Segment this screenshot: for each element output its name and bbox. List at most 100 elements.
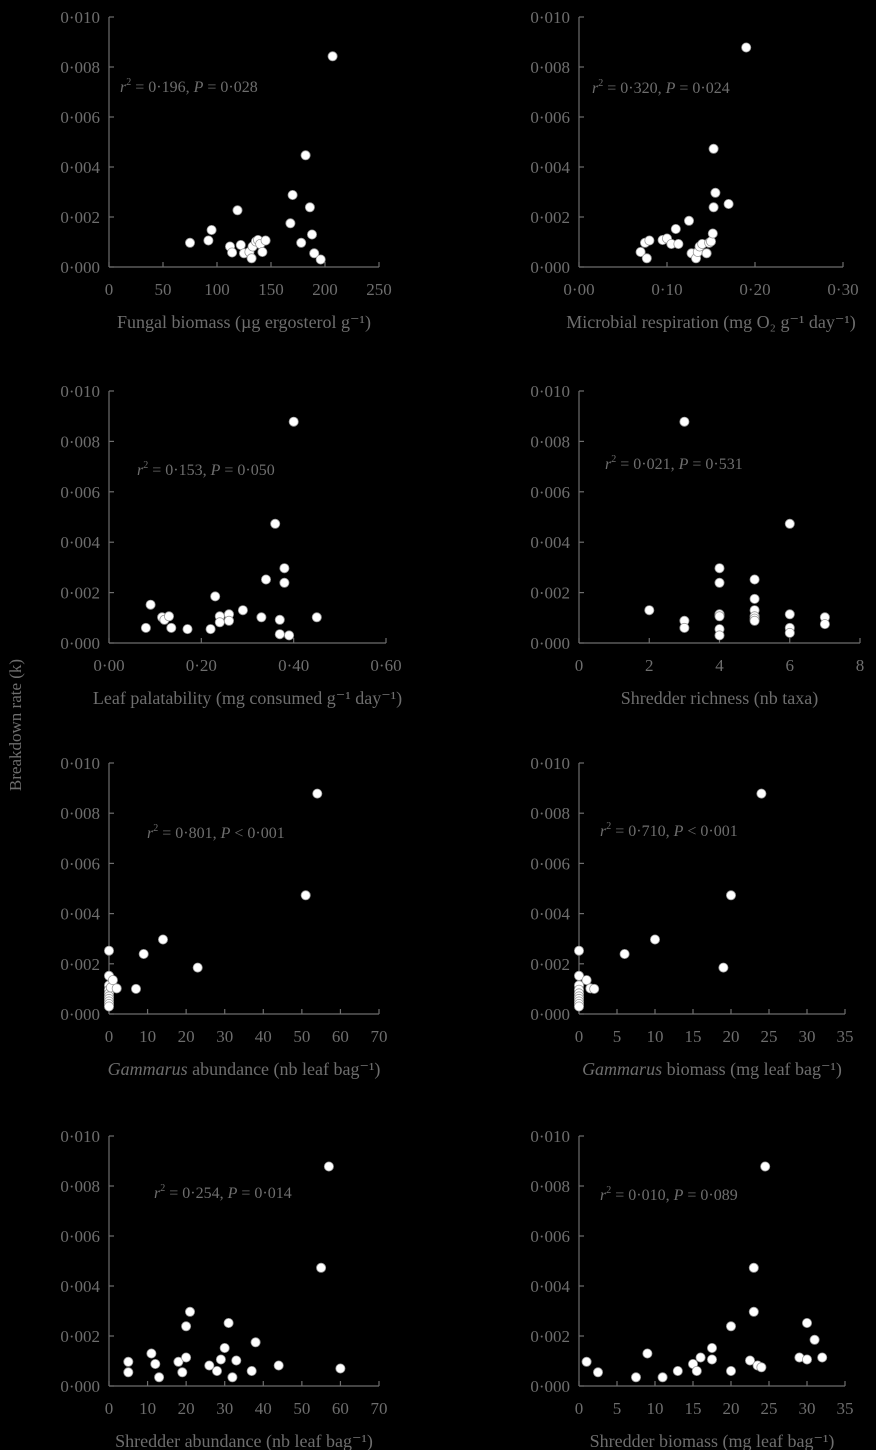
x-tick-label: 20 <box>178 1027 195 1046</box>
data-point <box>211 1366 222 1377</box>
x-tick-label: 4 <box>715 656 724 675</box>
data-point <box>273 1360 284 1371</box>
panel-5: 0·000 0·002 0·004 0·006 0·008 0·010 0 10 20 30 40 5… <box>60 754 387 1080</box>
x-axis-label: Shredder richness (nb taxa) <box>621 688 818 709</box>
x-tick-label: 35 <box>837 1399 854 1418</box>
data-point <box>203 235 214 246</box>
data-point <box>710 187 721 198</box>
x-tick-label: 10 <box>647 1027 664 1046</box>
y-tick-label: 0·010 <box>530 382 570 401</box>
x-tick-label: 35 <box>837 1027 854 1046</box>
data-point <box>691 1366 702 1377</box>
x-tick-label: 200 <box>312 280 338 299</box>
panel-4: 0·000 0·002 0·004 0·006 0·008 0·010 0 2 4 6 8 Shred… <box>530 382 864 709</box>
y-axis-label-text: Breakdown rate (k) <box>6 659 25 791</box>
data-point <box>784 609 795 620</box>
data-point <box>173 1356 184 1367</box>
data-point <box>111 983 122 994</box>
y-tick-label: 0·006 <box>60 483 100 502</box>
y-tick-label: 0·004 <box>530 533 570 552</box>
data-point <box>684 215 695 226</box>
data-point <box>316 1262 327 1273</box>
data-point <box>204 1360 215 1371</box>
data-point <box>227 247 238 258</box>
y-tick-label: 0·000 <box>60 1377 100 1396</box>
data-point <box>670 223 681 234</box>
y-tick-label: 0·006 <box>60 854 100 873</box>
x-tick-label: 30 <box>216 1399 233 1418</box>
y-tick-label: 0·002 <box>530 208 570 227</box>
y-tick-label: 0·000 <box>60 258 100 277</box>
x-tick-label: 50 <box>293 1399 310 1418</box>
x-tick-label: 250 <box>366 280 392 299</box>
data-point <box>315 254 326 265</box>
data-point <box>146 1348 157 1359</box>
data-point <box>304 202 315 213</box>
y-tick-label: 0·006 <box>60 1227 100 1246</box>
data-point <box>695 1352 706 1363</box>
y-tick-label: 0·010 <box>60 1127 100 1146</box>
data-point <box>642 1348 653 1359</box>
data-point <box>327 51 338 62</box>
x-tick-label: 0·20 <box>186 656 217 675</box>
data-point <box>150 1359 161 1370</box>
data-point <box>181 1321 192 1332</box>
data-point <box>718 962 729 973</box>
y-tick-label: 0·004 <box>530 1277 570 1296</box>
data-point <box>219 1343 230 1354</box>
data-point <box>227 1372 238 1383</box>
data-point <box>104 945 115 956</box>
data-point <box>182 624 193 635</box>
data-point <box>104 1001 115 1012</box>
y-tick-label: 0·004 <box>530 905 570 924</box>
data-point <box>574 970 585 981</box>
data-point <box>802 1318 813 1329</box>
x-tick-label: 15 <box>685 1027 702 1046</box>
x-tick-label: 70 <box>371 1027 388 1046</box>
x-tick-label: 0 <box>575 1399 584 1418</box>
x-tick-label: 150 <box>258 280 284 299</box>
data-point <box>593 1367 604 1378</box>
y-tick-label: 0·002 <box>60 1327 100 1346</box>
data-point <box>708 202 719 213</box>
data-point <box>181 1352 192 1363</box>
data-point <box>631 1372 642 1383</box>
data-point <box>749 593 760 604</box>
stat-annotation: r2 = 0·196, P = 0·028 <box>120 77 258 96</box>
data-point <box>154 1372 165 1383</box>
data-point <box>145 599 156 610</box>
data-point <box>270 518 281 529</box>
y-tick-label: 0·006 <box>530 108 570 127</box>
y-tick-label: 0·008 <box>530 1177 570 1196</box>
y-tick-label: 0·008 <box>60 58 100 77</box>
y-tick-label: 0·006 <box>530 483 570 502</box>
data-point <box>274 629 285 640</box>
y-tick-label: 0·008 <box>530 432 570 451</box>
x-tick-label: 10 <box>139 1399 156 1418</box>
data-point <box>707 1343 718 1354</box>
data-point <box>279 563 290 574</box>
data-point <box>714 611 725 622</box>
data-point <box>138 949 149 960</box>
data-point <box>707 1354 718 1365</box>
x-tick-label: 5 <box>613 1399 622 1418</box>
x-tick-label: 100 <box>204 280 230 299</box>
data-point <box>644 605 655 616</box>
x-tick-label: 50 <box>155 280 172 299</box>
data-point <box>192 962 203 973</box>
data-point <box>140 622 151 633</box>
y-tick-label: 0·000 <box>530 1377 570 1396</box>
data-point <box>205 624 216 635</box>
x-tick-label: 2 <box>645 656 654 675</box>
data-point <box>726 1321 737 1332</box>
y-tick-label: 0·002 <box>60 955 100 974</box>
x-tick-label: 20 <box>178 1399 195 1418</box>
data-point <box>206 224 217 235</box>
data-point <box>641 253 652 264</box>
data-point <box>714 563 725 574</box>
y-tick-label: 0·002 <box>530 1327 570 1346</box>
data-point <box>581 1356 592 1367</box>
x-tick-label: 8 <box>856 656 865 675</box>
data-point <box>714 630 725 641</box>
y-tick-label: 0·006 <box>530 854 570 873</box>
